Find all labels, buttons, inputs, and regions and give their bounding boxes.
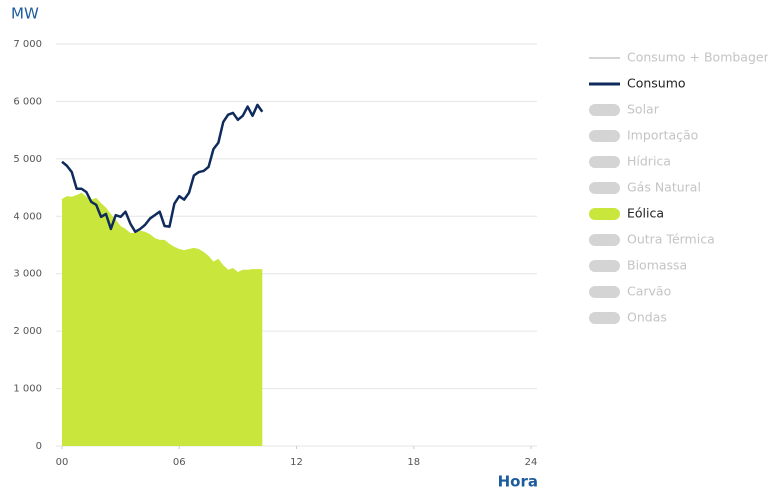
legend-swatch[interactable]: [589, 260, 620, 272]
y-axis-title: MW: [11, 5, 39, 23]
legend-label[interactable]: Outra Térmica: [627, 232, 715, 247]
y-tick-label: 5 000: [13, 154, 42, 165]
y-tick-label: 2 000: [13, 326, 42, 337]
y-tick-label: 7 000: [13, 39, 42, 50]
x-tick-label: 24: [525, 457, 538, 468]
legend-label[interactable]: Hídrica: [627, 154, 671, 169]
legend-label[interactable]: Solar: [627, 102, 660, 117]
legend-swatch[interactable]: [589, 208, 620, 220]
legend-swatch[interactable]: [589, 104, 620, 116]
legend-label[interactable]: Consumo + Bombagem: [627, 50, 768, 65]
legend-label[interactable]: Consumo: [627, 76, 686, 91]
legend-label[interactable]: Biomassa: [627, 258, 687, 273]
legend-label[interactable]: Importação: [627, 128, 698, 143]
y-tick-label: 3 000: [13, 269, 42, 280]
line: [61, 103, 264, 234]
legend-swatch[interactable]: [589, 312, 620, 324]
x-tick-label: 12: [290, 457, 303, 468]
x-tick-label: 00: [56, 457, 69, 468]
area: [62, 192, 263, 446]
legend-swatch[interactable]: [589, 182, 620, 194]
y-tick-label: 6 000: [13, 96, 42, 107]
x-tick-label: 18: [407, 457, 420, 468]
x-axis-title: Hora: [498, 473, 538, 491]
legend-swatch[interactable]: [589, 286, 620, 298]
x-tick-label: 06: [173, 457, 186, 468]
legend-label[interactable]: Carvão: [627, 284, 671, 299]
legend-label[interactable]: Gás Natural: [627, 180, 701, 195]
y-tick-label: 4 000: [13, 211, 42, 222]
legend-label[interactable]: Ondas: [627, 310, 667, 325]
legend-swatch[interactable]: [589, 234, 620, 246]
legend-swatch[interactable]: [589, 156, 620, 168]
legend-label[interactable]: Eólica: [627, 206, 664, 221]
y-tick-label: 1 000: [13, 384, 42, 395]
legend-swatch[interactable]: [589, 130, 620, 142]
y-tick-label: 0: [36, 441, 42, 452]
